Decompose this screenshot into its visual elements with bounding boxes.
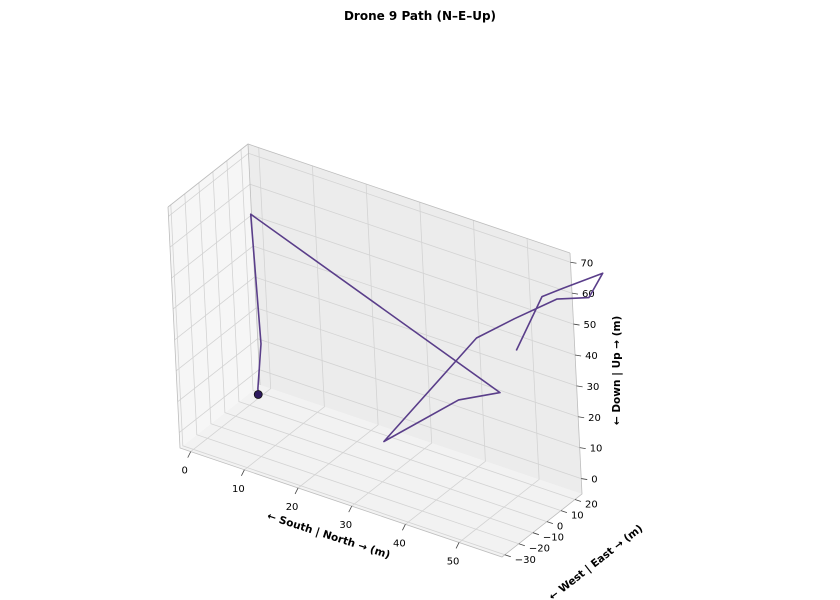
pane-edge-front bbox=[167, 206, 583, 558]
y-tick-mark bbox=[560, 510, 568, 513]
z-tick-mark bbox=[579, 447, 586, 450]
x-tick-label: 20 bbox=[286, 502, 299, 513]
z-tick-mark bbox=[571, 292, 579, 295]
x-tick-mark bbox=[241, 469, 245, 476]
z-tick-mark bbox=[573, 323, 580, 326]
z-tick-label: 30 bbox=[587, 382, 600, 393]
x-tick-label: 50 bbox=[447, 556, 460, 567]
x-tick-label: 0 bbox=[182, 466, 188, 477]
y-tick-label: −30 bbox=[515, 555, 536, 566]
y-tick-label: 0 bbox=[557, 522, 563, 533]
z-tick-mark bbox=[576, 385, 583, 388]
z-tick-mark bbox=[581, 478, 588, 480]
grid-line-x bbox=[190, 147, 272, 452]
grid-line-y bbox=[170, 204, 505, 556]
y-tick-label: −10 bbox=[543, 533, 564, 544]
z-tick-label: 10 bbox=[590, 444, 603, 455]
y-tick-label: −20 bbox=[529, 544, 550, 555]
grid-line-y bbox=[226, 160, 562, 511]
grid-line-y bbox=[184, 193, 519, 545]
x-tick-label: 30 bbox=[339, 520, 352, 531]
y-tick-mark bbox=[504, 554, 511, 558]
x-tick-mark bbox=[402, 524, 406, 531]
y-tick-label: 10 bbox=[571, 511, 584, 522]
start-point-marker bbox=[253, 390, 263, 399]
floor-pane bbox=[180, 385, 582, 557]
z-tick-label: 40 bbox=[585, 351, 598, 362]
x-tick-mark bbox=[348, 505, 353, 513]
drone-path-line bbox=[249, 213, 604, 443]
z-tick-mark bbox=[570, 261, 577, 264]
back-pane bbox=[248, 144, 582, 494]
grid-line-x bbox=[405, 220, 486, 525]
z-tick-label: 60 bbox=[582, 289, 595, 300]
x-axis-label: ← South | North → (m) bbox=[266, 510, 392, 561]
grid-line-y bbox=[240, 149, 576, 500]
y-tick-mark bbox=[574, 499, 582, 502]
y-tick-mark bbox=[518, 543, 525, 547]
left-pane bbox=[168, 144, 260, 448]
grid-line-y bbox=[212, 171, 548, 522]
axis-panes bbox=[168, 144, 582, 557]
z-tick-mark bbox=[575, 354, 582, 357]
x-tick-mark bbox=[455, 542, 460, 549]
z-tick-mark bbox=[578, 416, 585, 419]
x-tick-label: 10 bbox=[232, 484, 245, 495]
y-tick-label: 20 bbox=[585, 500, 598, 511]
x-tick-mark bbox=[187, 451, 192, 458]
x-tick-mark bbox=[294, 487, 299, 495]
grid-line-x bbox=[351, 202, 433, 507]
x-tick-label: 40 bbox=[393, 538, 406, 549]
z-tick-label: 50 bbox=[584, 320, 597, 331]
grid-line-y bbox=[198, 182, 534, 534]
series-layer bbox=[249, 213, 604, 443]
grid-line-x bbox=[297, 183, 379, 489]
chart-title: Drone 9 Path (N–E–Up) bbox=[344, 9, 496, 23]
z-tick-label: 70 bbox=[580, 258, 593, 269]
y-tick-mark bbox=[532, 532, 540, 536]
grid-line-x bbox=[244, 165, 325, 471]
z-axis-label: ← Down | Up → (m) bbox=[611, 316, 623, 425]
z-tick-label: 20 bbox=[588, 413, 601, 424]
y-tick-mark bbox=[546, 521, 554, 525]
z-tick-label: 0 bbox=[591, 475, 597, 486]
